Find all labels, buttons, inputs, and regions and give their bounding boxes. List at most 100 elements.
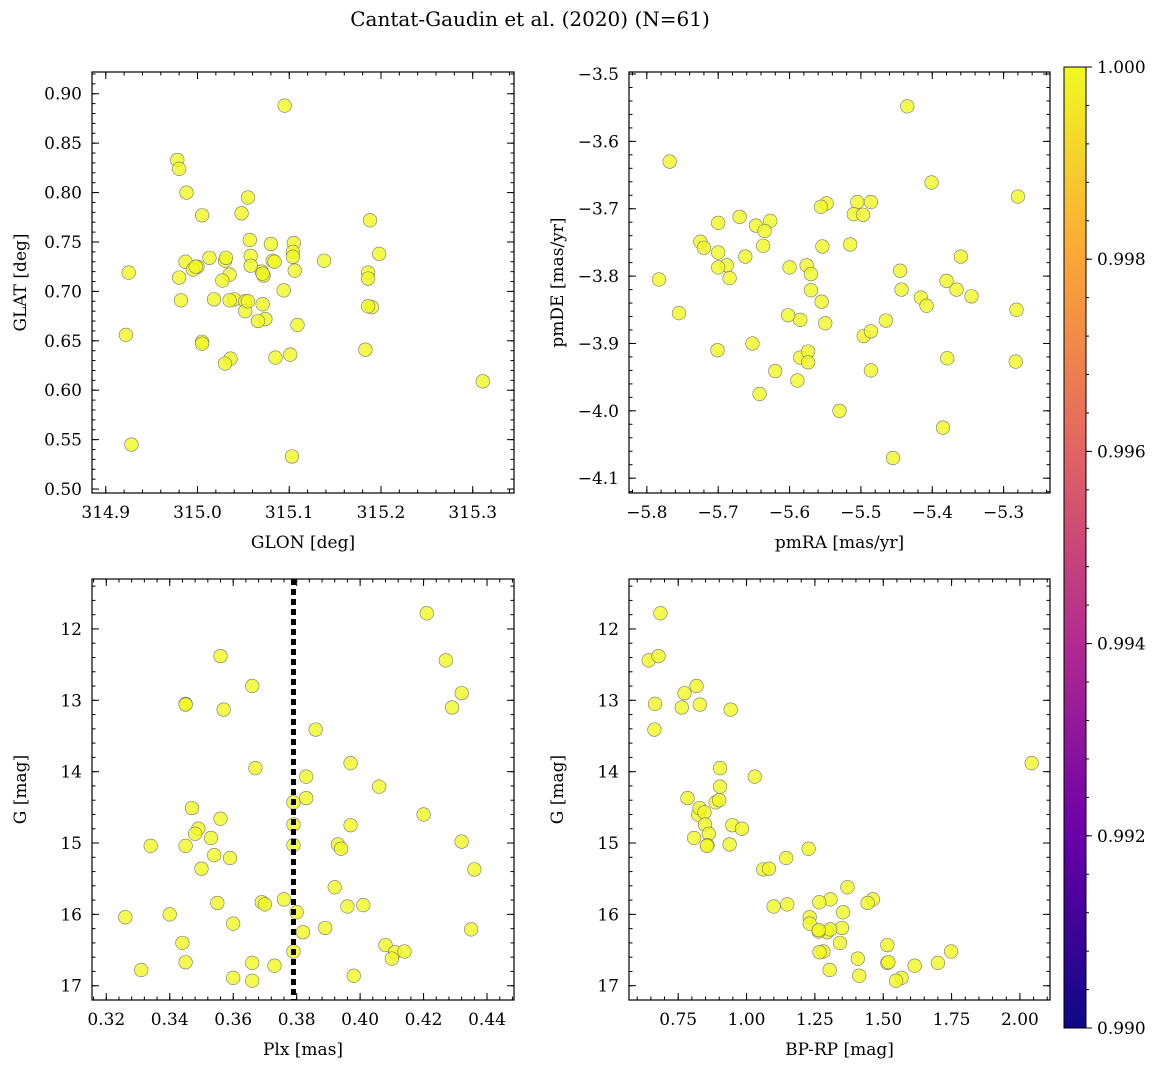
scatter-point <box>782 260 797 275</box>
y-tick-label: 0.55 <box>44 431 82 451</box>
scatter-point <box>812 895 827 910</box>
scatter-point <box>850 951 865 966</box>
scatter-point <box>283 347 298 362</box>
scatter-point <box>134 962 149 978</box>
scatter-point <box>863 324 878 339</box>
colorbar-tick-label: 0.996 <box>1097 442 1146 462</box>
scatter-point <box>779 850 794 866</box>
y-tick-label: 17 <box>597 977 619 997</box>
y-tick-label: 12 <box>60 620 82 640</box>
x-tick-label: 0.42 <box>405 1010 443 1030</box>
scatter-point <box>940 351 955 366</box>
scatter-point <box>184 800 200 816</box>
scatter-point <box>172 270 187 285</box>
scatter-point <box>863 194 878 210</box>
scatter-point <box>263 236 278 252</box>
scatter-point <box>175 935 190 951</box>
scatter-point <box>745 336 760 351</box>
scatter-point <box>811 922 826 938</box>
scatter-point <box>723 702 738 717</box>
scatter-point <box>240 190 256 205</box>
scatter-point <box>734 821 750 836</box>
scatter-point <box>949 282 964 297</box>
y-tick-label: 15 <box>60 834 82 854</box>
scatter-point <box>766 899 781 914</box>
scatter-point <box>242 232 257 248</box>
scatter-point <box>372 246 387 261</box>
scatter-point <box>711 260 726 275</box>
scatter-point <box>651 272 667 287</box>
scatter-point <box>188 259 203 274</box>
scatter-point <box>124 437 139 452</box>
scatter-point <box>299 769 314 784</box>
y-tick-label: 15 <box>597 834 619 854</box>
axes-frame <box>91 71 515 494</box>
colorbar-tick-label: 0.994 <box>1097 635 1146 655</box>
scatter-point <box>711 215 726 230</box>
scatter-point <box>454 686 469 701</box>
scatter-point <box>299 790 314 806</box>
y-tick-label: 14 <box>60 763 82 783</box>
axes-frame <box>91 578 515 1001</box>
scatter-point <box>696 240 712 255</box>
scatter-point <box>885 450 901 466</box>
scatter-point <box>464 922 479 937</box>
scatter-point <box>780 897 795 912</box>
scatter-point <box>255 297 270 312</box>
scatter-point <box>855 207 871 222</box>
scatter-point <box>711 245 726 260</box>
scatter-point <box>118 327 134 342</box>
scatter-point <box>203 830 219 846</box>
scatter-point <box>1010 189 1025 204</box>
scatter-point <box>662 154 677 169</box>
y-tick-label: 0.90 <box>44 85 82 105</box>
colorbar: 0.990 0.992 0.994 0.996 0.998 1.000 <box>1063 58 1146 1039</box>
x-tick-label: 0.40 <box>341 1010 379 1030</box>
scatter-point <box>712 779 728 794</box>
y-tick-label: −3.7 <box>578 200 619 220</box>
scatter-point <box>818 316 833 331</box>
scatter-point <box>245 973 260 988</box>
scatter-point <box>248 760 263 776</box>
y-tick-label: 0.60 <box>44 381 82 401</box>
scatter-point <box>210 895 225 911</box>
scatter-point <box>935 420 951 435</box>
scatter-point <box>289 905 304 920</box>
scatter-point <box>178 955 193 970</box>
scatter-point <box>438 653 453 668</box>
scatter-point <box>832 935 848 951</box>
scatter-point <box>378 937 393 953</box>
scatter-point <box>333 841 349 856</box>
scatter-point <box>268 350 283 365</box>
scatter-point <box>475 374 490 389</box>
x-tick-label: 0.75 <box>659 1010 697 1030</box>
x-axis-label: Plx [mas] <box>263 1040 343 1060</box>
scatter-point <box>215 273 230 288</box>
figure-title: Cantat-Gaudin et al. (2020) (N=61) <box>350 7 710 31</box>
scatter-point <box>893 263 908 278</box>
scatter-point <box>194 336 210 351</box>
scatter-point <box>812 945 827 960</box>
x-tick-label: 0.34 <box>151 1010 189 1030</box>
scatter-point <box>255 266 270 281</box>
scatter-point <box>172 161 187 176</box>
scatter-point <box>697 805 712 820</box>
y-tick-label: 0.80 <box>44 184 82 204</box>
scatter-point <box>919 298 934 313</box>
colorbar-tick-label: 1.000 <box>1097 58 1146 78</box>
y-tick-label: −3.9 <box>578 334 619 354</box>
scatter-point <box>257 897 273 912</box>
scatter-point <box>346 968 361 983</box>
scatter-point <box>194 861 209 876</box>
y-axis-label: GLAT [deg] <box>11 233 31 331</box>
scatter-point <box>834 920 850 936</box>
scatter-point <box>850 194 865 210</box>
scatter-point <box>143 838 158 853</box>
panel-p2: −5.8 −5.7 −5.6 −5.5 −5.4 −5.3 −4.1 −4.0 −3.9 −3.8… <box>548 65 1051 553</box>
scatter-point <box>860 895 875 911</box>
scatter-point <box>290 317 305 333</box>
x-tick-label: 0.32 <box>87 1010 125 1030</box>
scatter-point <box>852 968 867 983</box>
y-tick-label: −3.5 <box>578 65 619 85</box>
scatter-point <box>712 760 728 776</box>
